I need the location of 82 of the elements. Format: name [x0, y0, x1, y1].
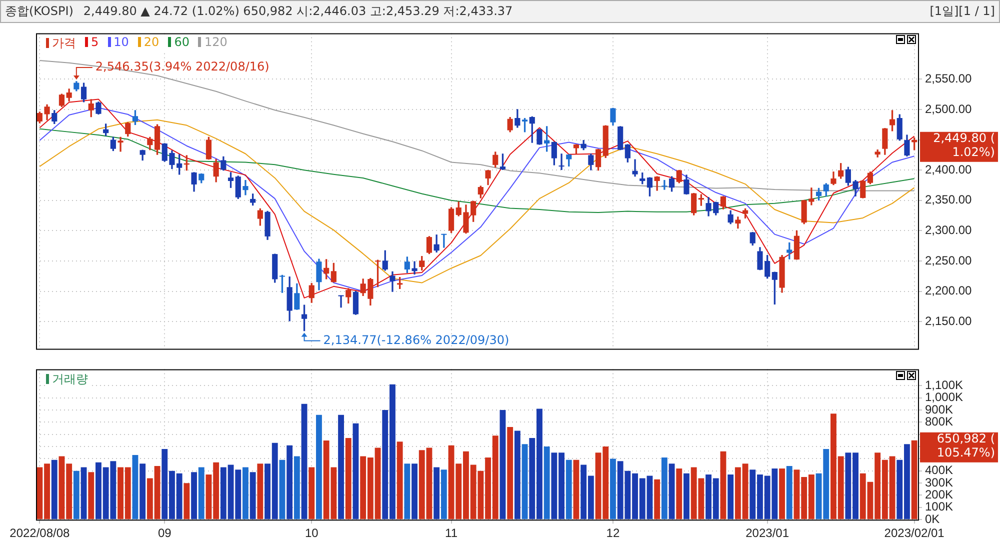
bar — [132, 455, 138, 520]
bar — [88, 472, 94, 520]
x-tick-label: 10 — [304, 526, 319, 540]
y-tick-label: 0K — [925, 512, 940, 526]
bar — [720, 451, 726, 520]
text: [1일][1 / 1] — [930, 4, 995, 18]
bar — [522, 444, 528, 520]
y-tick-label: 2,250.00 — [925, 253, 972, 268]
bar — [779, 468, 785, 520]
annotation: 2,546.35(3.94% 2022/08/16) — [95, 60, 270, 74]
bar — [610, 458, 616, 520]
bar — [73, 470, 80, 520]
y-tick-label: 900K — [925, 402, 954, 416]
y-tick-label: 1,100K — [925, 378, 964, 392]
y-tick-label: 2,550.00 — [925, 72, 972, 86]
bar — [345, 438, 352, 520]
bar — [514, 430, 520, 520]
y-tick-label: 2,400.00 — [925, 162, 972, 176]
bar — [434, 467, 440, 520]
x-tick-label: 2023/01 — [746, 526, 790, 540]
bar — [316, 414, 322, 520]
y-tick-label: 2,300.00 — [925, 222, 972, 237]
y-tick-label: 800K — [925, 414, 954, 428]
bar — [544, 446, 550, 520]
bar — [286, 445, 293, 520]
x-tick-label: 11 — [445, 526, 458, 540]
y-tick-label: 200K — [925, 488, 954, 502]
bar — [301, 404, 308, 520]
bar — [676, 468, 682, 520]
y-tick-label: 300K — [925, 475, 954, 490]
legend-label: 가격 — [52, 36, 76, 50]
chart-title: 종합(KOSPI) — [5, 4, 74, 18]
bar — [500, 410, 506, 520]
x-tick-label: 12 — [606, 526, 620, 540]
bar — [668, 464, 675, 520]
chart-subtitle: 2,449.80 ▲ 24.72 (1.02%) 650,982 시:2,446.03 고:2,453.29 저:2,433.37 — [83, 4, 513, 18]
y-tick-label: 2,150.00 — [925, 314, 972, 328]
bar — [338, 414, 344, 520]
bar — [661, 457, 668, 520]
bar — [80, 467, 87, 520]
annotation: 650,982 ( 105.47%) — [936, 431, 995, 460]
bar — [728, 474, 734, 520]
bar — [654, 479, 660, 520]
bar — [412, 464, 418, 520]
bar — [352, 423, 359, 520]
bar — [911, 440, 918, 520]
bar — [566, 460, 572, 520]
y-tick-label: 100K — [925, 500, 954, 514]
y-tick-label: 1,000K — [925, 390, 964, 404]
bar — [684, 473, 690, 520]
text: 거래량 — [52, 372, 88, 386]
legend-label: 20 — [144, 35, 160, 50]
y-tick-label: 2,500.00 — [925, 102, 972, 116]
bar — [396, 442, 403, 520]
bar — [308, 467, 315, 520]
bar — [51, 460, 58, 520]
bar — [184, 483, 190, 520]
legend-label: 10 — [114, 35, 129, 50]
y-tick-label: 400K — [925, 463, 954, 478]
legend-label: 5 — [91, 35, 99, 50]
y-tick-label: 2,200.00 — [925, 284, 972, 298]
bar — [573, 460, 580, 520]
x-tick-label: 09 — [158, 526, 172, 540]
bar — [257, 464, 264, 520]
bar — [198, 467, 204, 520]
annotation: 2,449.80 ( 1.02%) — [933, 131, 995, 160]
legend-label: 120 — [204, 35, 228, 50]
bar — [242, 467, 248, 520]
y-tick-label: 2,350.00 — [925, 192, 972, 207]
legend-label: 60 — [174, 35, 190, 50]
bar — [404, 464, 410, 520]
x-tick-label: 2022/08/08 — [10, 526, 70, 540]
bar — [140, 464, 146, 520]
bar — [786, 466, 792, 520]
bar — [440, 470, 447, 520]
bar — [294, 456, 300, 520]
bar — [507, 427, 514, 520]
bar — [250, 472, 256, 520]
x-tick-label: 2023/02/01 — [884, 526, 945, 540]
bar — [191, 472, 197, 520]
annotation: 2,134.77(-12.86% 2022/09/30) — [323, 332, 510, 347]
bar — [279, 460, 286, 520]
